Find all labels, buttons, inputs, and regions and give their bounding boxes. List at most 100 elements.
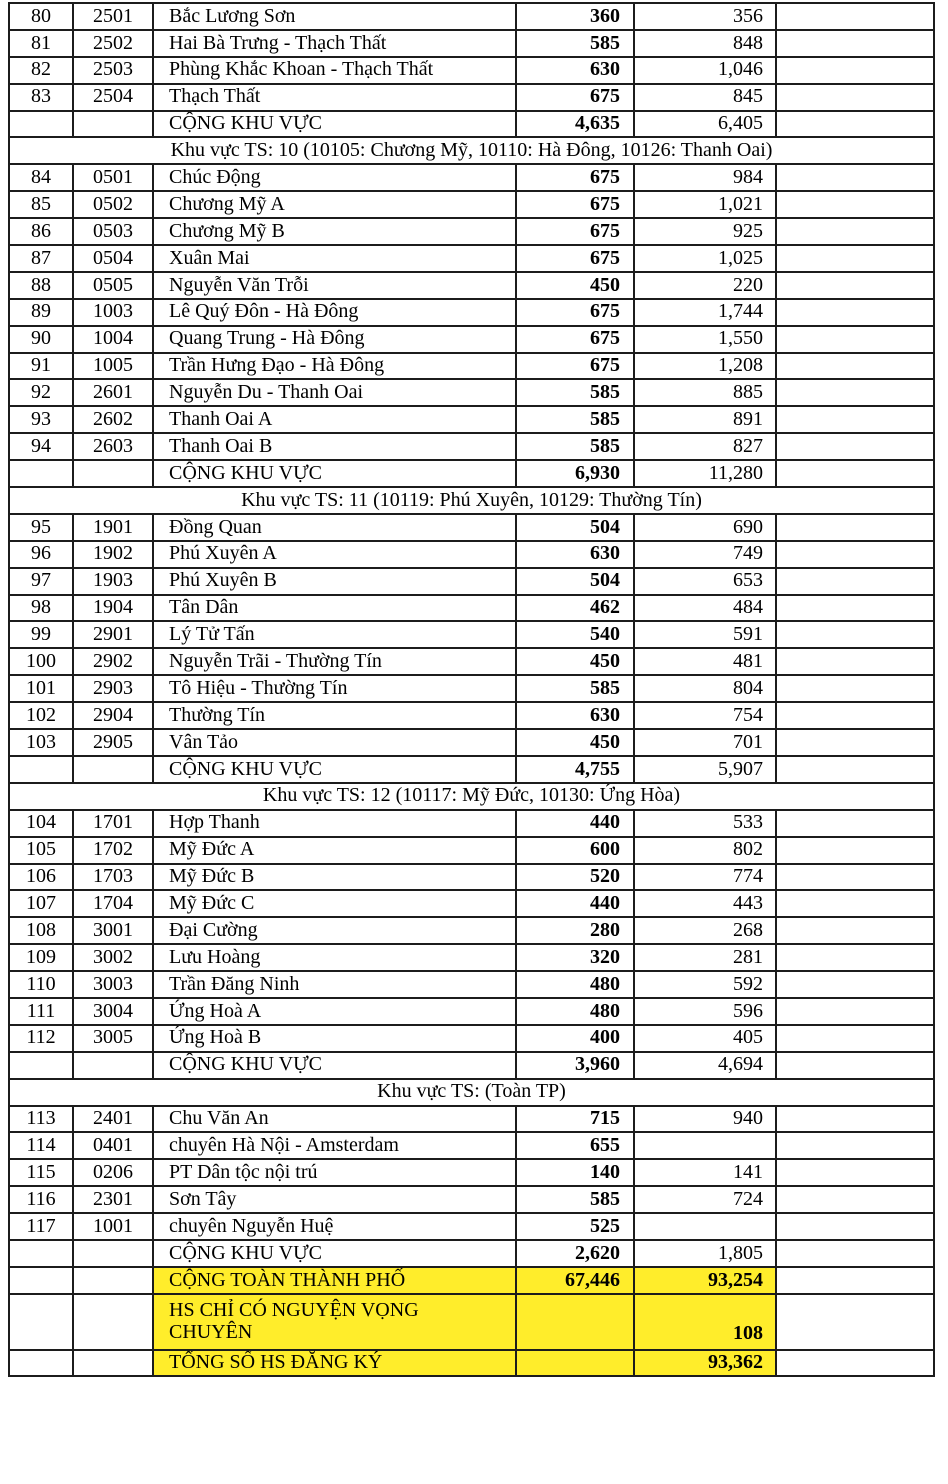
school-name-cell: chuyên Nguyễn Huệ — [152, 1212, 517, 1241]
registered-count-cell: 443 — [633, 889, 777, 919]
quota-cell: 4,635 — [515, 109, 635, 139]
row-number-cell: 97 — [8, 566, 74, 596]
school-code-cell: 1704 — [72, 889, 154, 919]
row-number-cell — [8, 459, 74, 489]
registered-count-cell: 940 — [633, 1104, 777, 1134]
school-name-cell: Phú Xuyên B — [152, 566, 517, 596]
school-name-cell: Thanh Oai A — [152, 405, 517, 435]
registered-count-cell: 281 — [633, 943, 777, 973]
school-code-cell: 2901 — [72, 620, 154, 650]
registered-count-cell: 925 — [633, 217, 777, 247]
quota-cell: 280 — [515, 916, 635, 946]
empty-cell — [775, 270, 935, 300]
row-number-cell: 101 — [8, 674, 74, 704]
quota-cell: 585 — [515, 28, 635, 58]
region-summary-row: CỘNG KHU VỰC 2,620 1,805 — [8, 1238, 935, 1268]
registered-count-cell: 5,907 — [633, 754, 777, 784]
quota-cell: 440 — [515, 808, 635, 838]
school-code-cell — [72, 1265, 154, 1295]
school-code-cell: 1902 — [72, 539, 154, 569]
quota-cell: 675 — [515, 324, 635, 354]
school-name-cell: PT Dân tộc nội trú — [152, 1158, 517, 1188]
school-name-cell: Thanh Oai B — [152, 432, 517, 462]
registered-count-cell: 804 — [633, 674, 777, 704]
school-code-cell: 2502 — [72, 28, 154, 58]
quota-cell: 715 — [515, 1104, 635, 1134]
table-row: 96 1902 Phú Xuyên A 630 749 — [8, 539, 935, 569]
school-name-cell: Trần Hưng Đạo - Hà Đông — [152, 351, 517, 381]
table-row: 103 2905 Vân Tảo 450 701 — [8, 728, 935, 757]
section-header-row: Khu vực TS: 12 (10117: Mỹ Đức, 10130: Ứn… — [8, 781, 935, 811]
empty-cell — [775, 1185, 935, 1215]
table-row: 81 2502 Hai Bà Trưng - Thạch Thất 585 84… — [8, 28, 935, 58]
registered-count-cell: 845 — [633, 82, 777, 112]
school-code-cell: 1003 — [72, 297, 154, 327]
table-row: 106 1703 Mỹ Đức B 520 774 — [8, 862, 935, 892]
quota-cell: 480 — [515, 996, 635, 1026]
registered-count-cell: 596 — [633, 996, 777, 1026]
school-name-cell: Hai Bà Trưng - Thạch Thất — [152, 28, 517, 58]
row-number-cell: 91 — [8, 351, 74, 381]
empty-cell — [775, 1292, 935, 1351]
school-name-cell: Chương Mỹ A — [152, 190, 517, 220]
quota-cell: 462 — [515, 593, 635, 623]
quota-cell: 540 — [515, 620, 635, 650]
table-row: 114 0401 chuyên Hà Nội - Amsterdam 655 — [8, 1131, 935, 1161]
row-number-cell — [8, 1238, 74, 1268]
school-code-cell: 2503 — [72, 55, 154, 85]
row-number-cell — [8, 1348, 74, 1378]
row-number-cell: 83 — [8, 82, 74, 112]
empty-cell — [775, 324, 935, 354]
table-row: 97 1903 Phú Xuyên B 504 653 — [8, 566, 935, 596]
quota-cell: 360 — [515, 2, 635, 31]
empty-cell — [775, 297, 935, 327]
registered-count-cell: 690 — [633, 512, 777, 542]
row-number-cell: 109 — [8, 943, 74, 973]
school-name-cell: Đại Cường — [152, 916, 517, 946]
table-row: 104 1701 Hợp Thanh 440 533 — [8, 808, 935, 838]
empty-cell — [775, 862, 935, 892]
section-header-row: Khu vực TS: (Toàn TP) — [8, 1077, 935, 1107]
table-row: 86 0503 Chương Mỹ B 675 925 — [8, 217, 935, 247]
empty-cell — [775, 2, 935, 31]
registered-count-cell: 774 — [633, 862, 777, 892]
table-row: 98 1904 Tân Dân 462 484 — [8, 593, 935, 623]
school-name-cell: Thường Tín — [152, 701, 517, 731]
table-row: 87 0504 Xuân Mai 675 1,025 — [8, 244, 935, 273]
table-row: 111 3004 Ứng Hoà A 480 596 — [8, 996, 935, 1026]
school-code-cell: 2401 — [72, 1104, 154, 1134]
school-code-cell — [72, 754, 154, 784]
row-number-cell: 113 — [8, 1104, 74, 1134]
school-name-cell: Lê Quý Đôn - Hà Đông — [152, 297, 517, 327]
school-name-cell: Phùng Khắc Khoan - Thạch Thất — [152, 55, 517, 85]
row-number-cell: 82 — [8, 55, 74, 85]
row-number-cell: 103 — [8, 728, 74, 757]
school-name-cell: Xuân Mai — [152, 244, 517, 273]
school-name-cell: Hợp Thanh — [152, 808, 517, 838]
quota-cell: 630 — [515, 55, 635, 85]
registered-count-cell — [633, 1212, 777, 1241]
school-name-cell: Mỹ Đức B — [152, 862, 517, 892]
empty-cell — [775, 728, 935, 757]
empty-cell — [775, 593, 935, 623]
school-code-cell: 3002 — [72, 943, 154, 973]
table-row: 84 0501 Chúc Động 675 984 — [8, 163, 935, 193]
registered-count-cell: 885 — [633, 378, 777, 408]
row-number-cell: 114 — [8, 1131, 74, 1161]
summary-label-cell: CỘNG KHU VỰC — [152, 109, 517, 139]
total-row: HS CHỈ CÓ NGUYỆN VỌNG CHUYÊN 108 — [8, 1292, 935, 1351]
total-label-cell: HS CHỈ CÓ NGUYỆN VỌNG CHUYÊN — [152, 1292, 517, 1351]
summary-label-cell: CỘNG KHU VỰC — [152, 1050, 517, 1080]
registered-count-cell: 1,025 — [633, 244, 777, 273]
table-row: 110 3003 Trần Đăng Ninh 480 592 — [8, 970, 935, 999]
table-row: 95 1901 Đồng Quan 504 690 — [8, 512, 935, 542]
school-code-cell: 3005 — [72, 1023, 154, 1053]
registered-count-cell: 4,694 — [633, 1050, 777, 1080]
quota-cell: 585 — [515, 378, 635, 408]
row-number-cell: 89 — [8, 297, 74, 327]
school-name-cell: Mỹ Đức A — [152, 835, 517, 865]
table-row: 88 0505 Nguyễn Văn Trỗi 450 220 — [8, 270, 935, 300]
registered-count-cell: 591 — [633, 620, 777, 650]
school-code-cell: 1903 — [72, 566, 154, 596]
empty-cell — [775, 889, 935, 919]
